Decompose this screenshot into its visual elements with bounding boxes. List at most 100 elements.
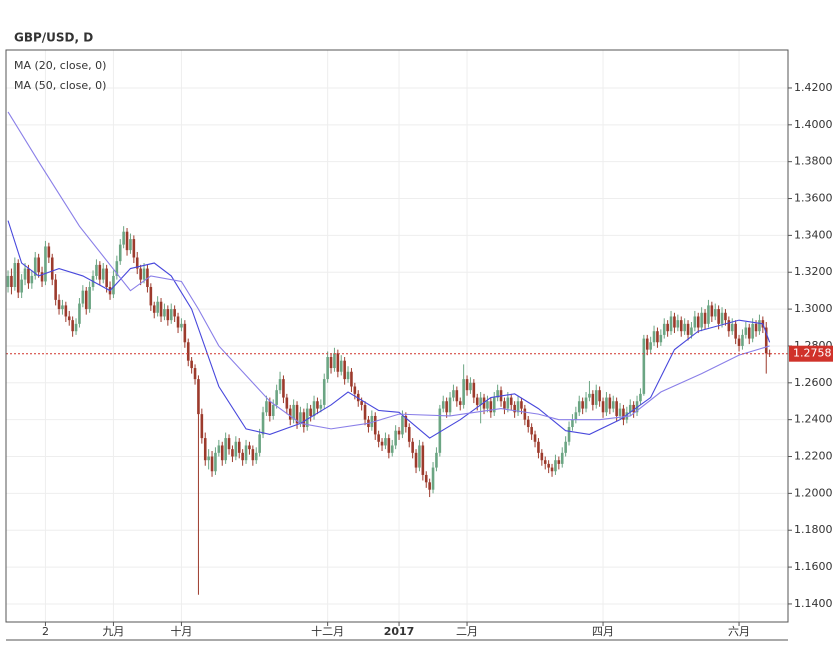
candle-body bbox=[227, 438, 231, 450]
candle-body bbox=[591, 393, 595, 405]
candle-body bbox=[506, 397, 510, 409]
x-tick-label: 2017 bbox=[384, 625, 415, 638]
candle-body bbox=[690, 327, 693, 335]
candle-body bbox=[275, 390, 278, 405]
candle-body bbox=[598, 390, 601, 402]
candle-body bbox=[523, 408, 527, 420]
candle-body bbox=[628, 404, 632, 413]
y-tick-label: 1.1600 bbox=[794, 560, 833, 573]
candle-body bbox=[741, 334, 744, 346]
candle-body bbox=[282, 379, 285, 398]
x-tick-label: 十二月 bbox=[311, 624, 344, 638]
candle-body bbox=[265, 401, 268, 413]
candle-body bbox=[696, 316, 700, 328]
candle-body bbox=[159, 301, 163, 317]
candle-body bbox=[210, 456, 214, 472]
candle-body bbox=[71, 320, 74, 332]
candle-body bbox=[329, 357, 333, 369]
y-tick-label: 1.2600 bbox=[794, 376, 833, 389]
candle-body bbox=[764, 327, 768, 354]
candle-body bbox=[652, 331, 656, 343]
candle-body bbox=[112, 275, 115, 295]
candle-body bbox=[95, 264, 98, 276]
candle-body bbox=[217, 445, 221, 453]
candle-body bbox=[387, 438, 391, 453]
candle-body bbox=[271, 404, 275, 416]
candle-body bbox=[703, 312, 707, 324]
candle-body bbox=[44, 246, 47, 282]
y-tick-label: 1.3800 bbox=[794, 155, 833, 168]
candle-body bbox=[747, 327, 751, 339]
candle-body bbox=[190, 360, 193, 369]
y-tick-label: 1.3000 bbox=[794, 302, 833, 315]
candle-body bbox=[50, 257, 54, 280]
x-tick-label: 2 bbox=[42, 625, 49, 638]
candle-body bbox=[642, 338, 646, 394]
candle-body bbox=[737, 338, 741, 346]
candle-body bbox=[431, 467, 435, 490]
candle-body bbox=[611, 401, 615, 409]
candle-body bbox=[588, 393, 591, 398]
legend-entry: MA (50, close, 0) bbox=[14, 79, 106, 92]
last-price-label: 1.2758 bbox=[793, 347, 832, 360]
candle-body bbox=[193, 368, 197, 380]
candle-body bbox=[343, 360, 346, 380]
candle-body bbox=[639, 393, 642, 402]
candle-body bbox=[418, 445, 421, 468]
candle-body bbox=[571, 419, 574, 428]
y-tick-label: 1.2400 bbox=[794, 413, 833, 426]
plot-frame bbox=[5, 49, 789, 623]
candle-body bbox=[169, 309, 173, 321]
candle-body bbox=[57, 299, 61, 310]
candle-body bbox=[520, 401, 523, 409]
candle-body bbox=[125, 231, 129, 251]
candle-body bbox=[547, 463, 550, 468]
candle-body bbox=[700, 312, 703, 328]
candle-body bbox=[173, 309, 176, 317]
candle-body bbox=[244, 445, 248, 461]
candle-body bbox=[248, 445, 251, 450]
candle-body bbox=[84, 290, 88, 310]
candle-body bbox=[693, 316, 697, 328]
candle-body bbox=[577, 401, 581, 413]
candle-body bbox=[492, 397, 496, 413]
candle-body bbox=[727, 320, 731, 332]
y-tick-label: 1.1800 bbox=[794, 523, 833, 536]
candle-body bbox=[618, 408, 622, 416]
candle-body bbox=[411, 441, 414, 453]
candle-body bbox=[608, 397, 612, 409]
candle-body bbox=[23, 268, 27, 280]
y-tick-label: 1.3200 bbox=[794, 265, 833, 278]
candle-body bbox=[105, 268, 108, 287]
candle-body bbox=[533, 434, 537, 442]
candle-body bbox=[377, 434, 380, 442]
candle-body bbox=[37, 257, 40, 273]
x-tick-label: 六月 bbox=[728, 625, 750, 638]
candle-body bbox=[319, 404, 323, 409]
candle-body bbox=[251, 449, 255, 461]
candle-body bbox=[322, 379, 326, 405]
candle-body bbox=[67, 316, 71, 321]
candle-body bbox=[40, 272, 44, 282]
candle-body bbox=[373, 415, 377, 435]
candle-body bbox=[513, 404, 516, 413]
candle-body bbox=[645, 338, 649, 350]
candle-body bbox=[401, 415, 404, 435]
candle-body bbox=[231, 449, 234, 457]
legend-entry: MA (20, close, 0) bbox=[14, 59, 106, 72]
candle-body bbox=[152, 305, 156, 313]
candle-body bbox=[730, 323, 734, 332]
candle-body bbox=[496, 390, 499, 398]
candle-body bbox=[115, 261, 119, 276]
candle-body bbox=[384, 438, 387, 446]
candle-body bbox=[734, 323, 737, 339]
candle-body bbox=[550, 467, 554, 472]
candle-body bbox=[176, 316, 180, 328]
candle-body bbox=[74, 323, 78, 332]
candle-body bbox=[285, 397, 289, 409]
candle-body bbox=[13, 263, 17, 287]
candle-body bbox=[662, 323, 666, 335]
candle-body bbox=[346, 371, 350, 380]
candle-body bbox=[54, 279, 57, 300]
candle-body bbox=[407, 427, 411, 442]
